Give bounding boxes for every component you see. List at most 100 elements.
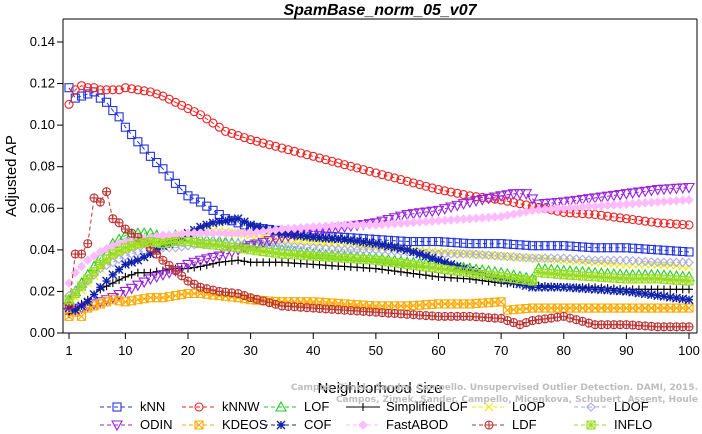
point-cof [333,234,343,244]
point-inflo [214,241,224,251]
point-odin [250,239,263,251]
point-fastabod [239,228,250,239]
point-knnw [628,214,638,225]
legend-label: LOF [304,399,329,414]
point-knn [458,238,469,248]
legend-label: LoOP [512,399,545,414]
legend-label: kNNW [222,399,260,414]
x-tick-label: 10 [118,343,132,358]
point-simplifiedlof [240,257,249,266]
point-knn [484,239,494,249]
point-simplifiedlof [209,259,218,268]
legend-item-simplifiedlof: SimplifiedLOF [346,399,468,414]
point-inflo [509,273,519,284]
point-odin [207,252,219,264]
legend: kNN kNNW LOF SimplifiedLOF LoOP LDOF ODIN KDEOS… [100,399,652,432]
y-tick-label: 0.10 [30,117,55,132]
point-ldof [609,255,619,266]
point-odin [213,251,226,263]
point-knnw [302,150,312,160]
point-inflo [415,261,425,271]
point-knnw [327,156,337,166]
legend-item-odin: ODIN [100,417,173,432]
point-knnw [383,171,393,181]
point-cof [302,232,312,242]
legend-label: LDOF [614,399,649,414]
point-odin [664,184,677,195]
point-odin [601,191,614,203]
legend-item-lof: LOF [264,399,329,414]
point-inflo [471,269,481,279]
point-knnw [321,155,331,165]
point-inflo [465,268,475,278]
point-fastabod [214,228,225,239]
point-inflo [377,256,387,266]
point-ldof [659,257,669,268]
point-cof [315,233,324,243]
point-odin [620,189,633,200]
point-odin [150,272,163,284]
point-odin [388,213,401,224]
point-odin [607,190,620,202]
point-knn [628,243,638,253]
point-knnw [208,118,218,128]
point-cof [383,241,393,251]
point-knn [496,239,506,249]
point-odin [639,186,652,198]
point-cof [559,282,569,292]
point-odin [420,207,432,219]
x-tick-label: 100 [678,343,700,358]
point-cof [352,236,362,246]
point-knn [590,243,600,253]
point-cof [609,286,619,296]
point-inflo [484,270,494,280]
point-ldof [527,253,538,263]
point-cof [390,242,400,252]
point-cof [221,216,231,226]
point-ldf [114,218,124,228]
point-simplifiedlof [428,272,437,281]
point-knn [552,241,563,251]
point-inflo [127,241,137,251]
point-cof [634,288,644,298]
point-ldof [352,245,362,255]
point-knnw [64,99,74,109]
point-cof [684,295,694,305]
point-ldof [634,256,644,266]
x-axis-title: Neighborhood size [317,380,442,397]
point-ldof [540,253,550,263]
point-inflo [383,257,393,267]
legend-label: COF [304,417,332,432]
point-odin [438,204,451,215]
point-knn [164,171,174,181]
point-odin [188,257,201,269]
point-knnw [277,143,287,153]
point-knn [402,236,412,247]
point-ldof [358,245,369,255]
point-inflo [264,247,274,257]
point-fastabod [76,261,87,272]
y-ticks: 0.00 0.02 0.04 0.06 0.08 0.10 0.12 0.14 [30,34,63,340]
point-odin [401,209,414,221]
point-cof [89,290,99,300]
legend-item-ldf: LDF [472,417,537,432]
point-knnw [252,136,262,146]
point-cof [358,237,368,247]
point-ldf [127,228,137,238]
point-cof [145,249,155,259]
point-ldf [170,266,181,276]
point-inflo [258,246,268,257]
point-ldof [665,257,675,268]
point-knnw [70,85,80,95]
point-inflo [70,288,80,299]
point-knnw [659,218,669,228]
point-fastabod [220,228,231,239]
point-cof [246,220,256,230]
point-odin [470,196,483,207]
point-cof [678,294,688,304]
point-ldof [652,257,663,268]
x-tick-label: 80 [557,343,571,358]
point-odin [513,189,526,200]
point-knn [634,244,644,254]
